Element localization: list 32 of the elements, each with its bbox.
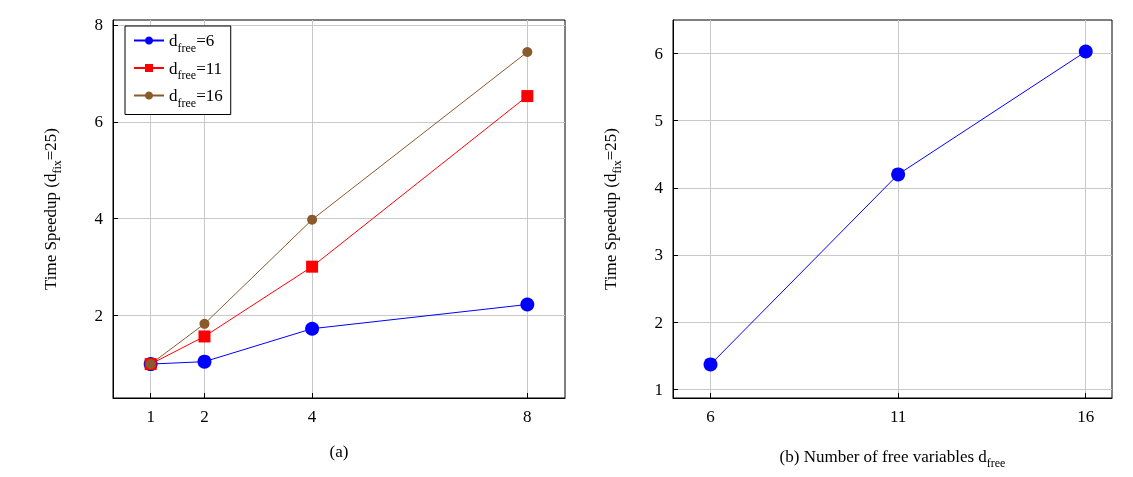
point	[522, 46, 533, 57]
x-tick-label: 11	[889, 407, 907, 426]
y-tick-label: 6	[94, 112, 103, 132]
x-tick-label: 16	[1077, 407, 1095, 426]
point	[1078, 44, 1093, 59]
y-tick-label: 4	[654, 178, 664, 198]
x-tick-label: 4	[307, 407, 317, 426]
y-tick-label: 6	[654, 44, 663, 64]
y-tick-label: 3	[654, 245, 663, 265]
point	[306, 260, 319, 273]
x-axis-title: (a)	[329, 442, 349, 461]
point	[703, 357, 718, 372]
y-tick-label: 4	[94, 209, 104, 229]
y-tick-label: 2	[94, 306, 103, 326]
x-tick-label: 6	[706, 407, 715, 426]
y-axis-title: Time Speedup (dfix=25)	[600, 127, 624, 291]
y-axis-title: Time Speedup (dfix=25)	[40, 127, 64, 291]
x-tick-label: 8	[523, 407, 532, 426]
point	[307, 214, 318, 225]
point	[198, 330, 211, 343]
x-tick-label: 1	[146, 407, 155, 426]
y-tick-label: 8	[94, 15, 103, 35]
point	[199, 318, 210, 329]
y-tick-label: 1	[654, 379, 663, 399]
x-tick-label: 2	[200, 407, 209, 426]
point	[520, 297, 535, 312]
point	[521, 90, 534, 103]
point	[197, 354, 212, 369]
y-tick-label: 2	[654, 312, 663, 332]
point	[891, 167, 906, 182]
point	[305, 321, 320, 336]
y-tick-label: 5	[654, 111, 663, 131]
